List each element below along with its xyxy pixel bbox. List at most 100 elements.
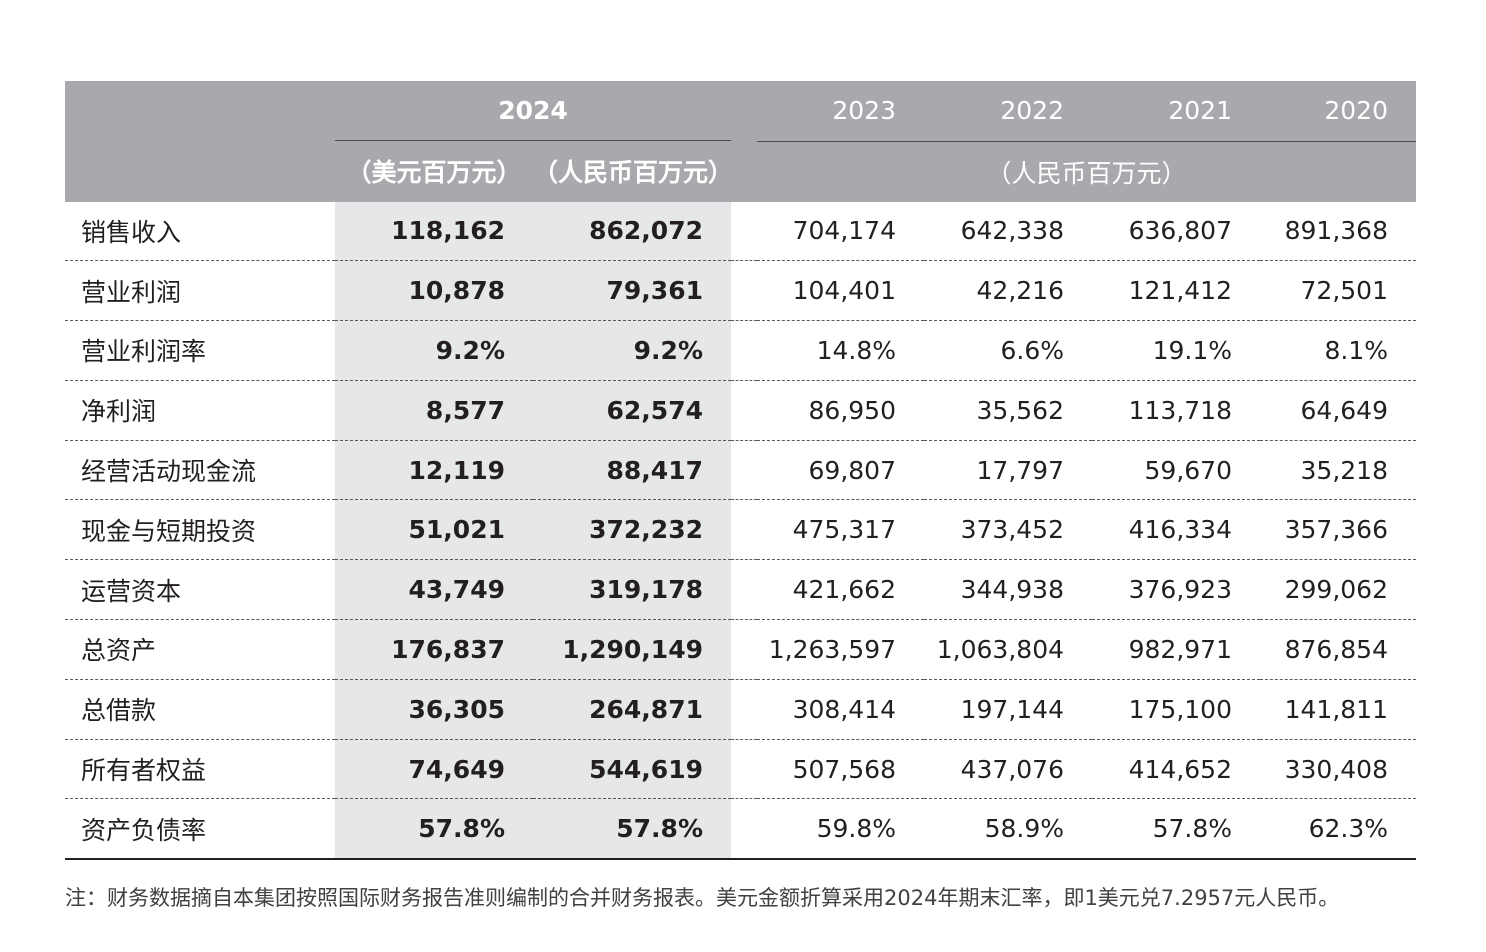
cell-2024-rmb: 57.8%: [533, 798, 731, 861]
row-label: 所有者权益: [65, 739, 335, 800]
row-label: 净利润: [65, 380, 335, 441]
header-unit-usd: （美元百万元）: [335, 141, 533, 202]
cell-2024-rmb: 862,072: [533, 201, 731, 262]
cell-gap: [731, 619, 757, 680]
cell-gap: [731, 739, 757, 800]
table-row: 总借款 36,305 264,871 308,414 197,144 175,100 141…: [65, 679, 1416, 740]
cell-2024-usd: 51,021: [335, 499, 533, 561]
table-header: 2024 2023 2022 2021 2020 （美元百万元） （人民币百万元…: [65, 81, 1416, 202]
cell-2023: 308,414: [757, 679, 924, 740]
financial-summary-table: 2024 2023 2022 2021 2020 （美元百万元） （人民币百万元…: [65, 81, 1416, 861]
header-year-2023: 2023: [757, 81, 924, 142]
cell-gap: [731, 559, 757, 621]
cell-2024-usd: 57.8%: [335, 798, 533, 861]
cell-2020: 330,408: [1260, 739, 1416, 800]
cell-2024-rmb: 372,232: [533, 499, 731, 561]
cell-2024-rmb: 88,417: [533, 440, 731, 501]
table-row: 净利润 8,577 62,574 86,950 35,562 113,718 64,649: [65, 380, 1416, 441]
table-row: 总资产 176,837 1,290,149 1,263,597 1,063,804 982…: [65, 619, 1416, 680]
cell-2021: 376,923: [1092, 559, 1260, 621]
cell-2023: 704,174: [757, 201, 924, 262]
cell-2022: 373,452: [924, 499, 1092, 561]
cell-2023: 86,950: [757, 380, 924, 441]
cell-2021: 982,971: [1092, 619, 1260, 680]
cell-2024-usd: 8,577: [335, 380, 533, 441]
row-label: 总借款: [65, 679, 335, 740]
table-row: 销售收入 118,162 862,072 704,174 642,338 636,807 8…: [65, 201, 1416, 262]
header-year-2021: 2021: [1092, 81, 1260, 142]
cell-2022: 437,076: [924, 739, 1092, 800]
row-label: 营业利润率: [65, 320, 335, 381]
cell-2020: 62.3%: [1260, 798, 1416, 861]
cell-2021: 57.8%: [1092, 798, 1260, 861]
cell-2021: 59,670: [1092, 440, 1260, 501]
cell-2023: 421,662: [757, 559, 924, 621]
cell-2022: 1,063,804: [924, 619, 1092, 680]
header-unit-rmb: （人民币百万元）: [533, 141, 733, 202]
cell-2020: 299,062: [1260, 559, 1416, 621]
cell-2020: 876,854: [1260, 619, 1416, 680]
cell-2020: 8.1%: [1260, 320, 1416, 381]
cell-2024-usd: 43,749: [335, 559, 533, 621]
cell-2021: 175,100: [1092, 679, 1260, 740]
cell-2024-rmb: 9.2%: [533, 320, 731, 381]
table-row: 运营资本 43,749 319,178 421,662 344,938 376,923 29…: [65, 559, 1416, 621]
header-gap-2: [731, 141, 757, 202]
cell-2020: 357,366: [1260, 499, 1416, 561]
cell-2022: 58.9%: [924, 798, 1092, 861]
header-year-2024: 2024: [335, 81, 731, 141]
table-body: 销售收入 118,162 862,072 704,174 642,338 636,807 8…: [65, 201, 1416, 861]
header-label-corner: [65, 81, 335, 141]
cell-2024-usd: 12,119: [335, 440, 533, 501]
cell-2024-rmb: 62,574: [533, 380, 731, 441]
cell-gap: [731, 201, 757, 262]
cell-2022: 35,562: [924, 380, 1092, 441]
header-unit-hist: （人民币百万元）: [757, 141, 1416, 202]
footnote: 注：财务数据摘自本集团按照国际财务报告准则编制的合并财务报表。美元金额折算采用2…: [65, 886, 1340, 910]
cell-2021: 416,334: [1092, 499, 1260, 561]
header-year-2022: 2022: [924, 81, 1092, 142]
table-row: 营业利润 10,878 79,361 104,401 42,216 121,412 72,5…: [65, 260, 1416, 322]
cell-2021: 19.1%: [1092, 320, 1260, 381]
row-label: 总资产: [65, 619, 335, 680]
cell-2022: 17,797: [924, 440, 1092, 501]
row-label: 销售收入: [65, 201, 335, 262]
row-label: 运营资本: [65, 559, 335, 621]
cell-2024-usd: 36,305: [335, 679, 533, 740]
cell-2024-rmb: 79,361: [533, 260, 731, 322]
cell-gap: [731, 499, 757, 561]
cell-2023: 69,807: [757, 440, 924, 501]
cell-2024-rmb: 1,290,149: [533, 619, 731, 680]
cell-2023: 14.8%: [757, 320, 924, 381]
cell-gap: [731, 440, 757, 501]
header-year-2024-cell: 2024: [335, 81, 731, 141]
table-row: 资产负债率 57.8% 57.8% 59.8% 58.9% 57.8% 62.3%: [65, 798, 1416, 861]
cell-2024-rmb: 319,178: [533, 559, 731, 621]
cell-2023: 104,401: [757, 260, 924, 322]
cell-2020: 64,649: [1260, 380, 1416, 441]
header-gap: [731, 81, 757, 141]
row-label: 经营活动现金流: [65, 440, 335, 501]
cell-2024-usd: 176,837: [335, 619, 533, 680]
row-label: 营业利润: [65, 260, 335, 322]
cell-2021: 636,807: [1092, 201, 1260, 262]
cell-2022: 642,338: [924, 201, 1092, 262]
cell-2023: 59.8%: [757, 798, 924, 861]
cell-2022: 42,216: [924, 260, 1092, 322]
cell-2023: 1,263,597: [757, 619, 924, 680]
cell-2024-usd: 10,878: [335, 260, 533, 322]
cell-2022: 197,144: [924, 679, 1092, 740]
row-label: 资产负债率: [65, 798, 335, 861]
cell-gap: [731, 380, 757, 441]
cell-2021: 414,652: [1092, 739, 1260, 800]
cell-2020: 35,218: [1260, 440, 1416, 501]
cell-2022: 344,938: [924, 559, 1092, 621]
cell-2024-rmb: 264,871: [533, 679, 731, 740]
cell-2022: 6.6%: [924, 320, 1092, 381]
cell-2020: 72,501: [1260, 260, 1416, 322]
table-row: 经营活动现金流 12,119 88,417 69,807 17,797 59,670 35,…: [65, 440, 1416, 501]
cell-2023: 475,317: [757, 499, 924, 561]
cell-2024-usd: 118,162: [335, 201, 533, 262]
cell-2024-usd: 9.2%: [335, 320, 533, 381]
cell-gap: [731, 798, 757, 861]
